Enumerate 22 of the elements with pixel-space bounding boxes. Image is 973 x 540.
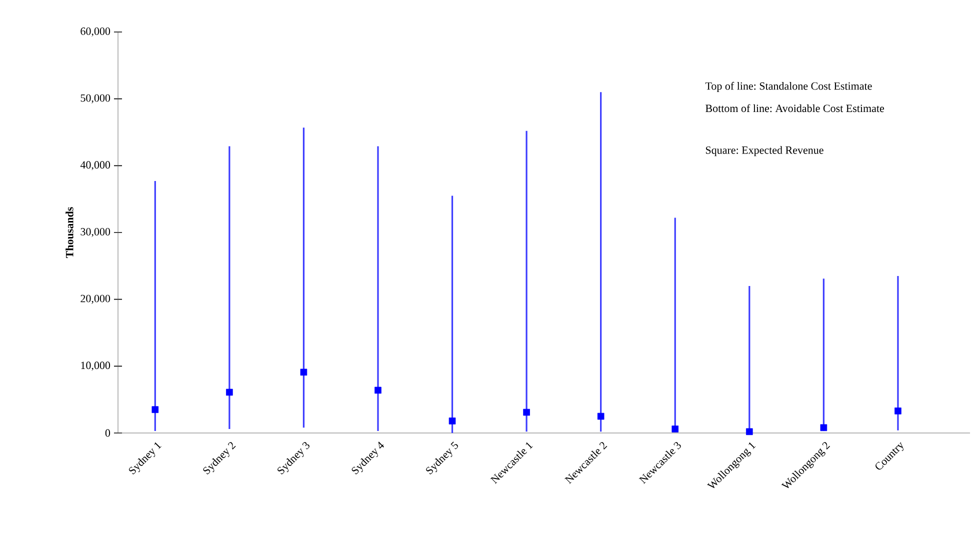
point [597, 412, 604, 420]
y-tick-label: 30,000 [80, 228, 110, 238]
annotation: Top of line: Standalone Cost Estimate [705, 82, 872, 92]
y-tick-label: 60,000 [80, 28, 110, 37]
point [820, 424, 828, 432]
y-tick-label: 20,000 [80, 294, 110, 304]
y-tick-label: 10,000 [81, 362, 110, 371]
point [523, 408, 530, 416]
annotation: Bottom of line: Avoidable Cost Estimate [706, 104, 884, 112]
point [448, 418, 456, 424]
y-axis-title: Thousands [66, 207, 74, 258]
y-tick-label: 50,000 [80, 94, 110, 104]
point [300, 368, 308, 376]
annotation: Square: Expected Revenue [706, 146, 824, 156]
point [672, 426, 679, 432]
y-tick-label: 0 [105, 429, 110, 437]
y-tick-label: 40,000 [80, 161, 110, 170]
point [374, 386, 382, 394]
point [152, 406, 159, 414]
point [746, 428, 753, 436]
point [226, 388, 233, 396]
point [894, 408, 902, 414]
